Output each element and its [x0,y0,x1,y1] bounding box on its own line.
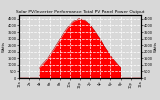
Y-axis label: Watts: Watts [154,41,158,52]
Y-axis label: Watts: Watts [2,41,6,52]
Title: Solar PV/Inverter Performance Total PV Panel Power Output: Solar PV/Inverter Performance Total PV P… [16,10,144,14]
